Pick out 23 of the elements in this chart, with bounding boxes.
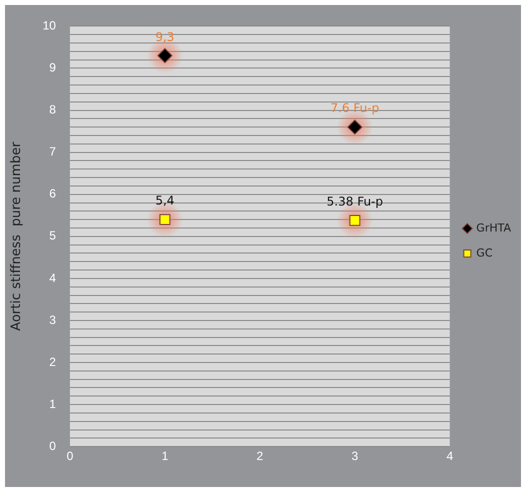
x-tick-label: 2 xyxy=(256,449,264,464)
y-tick-label: 9 xyxy=(49,60,56,75)
x-tick-label: 0 xyxy=(66,449,74,464)
data-label: 5,4 xyxy=(155,194,174,208)
y-tick-label: 1 xyxy=(49,396,56,411)
y-tick-label: 8 xyxy=(49,102,56,117)
legend-label: GrHTA xyxy=(476,221,512,234)
data-label: 5.38 Fu-p xyxy=(326,194,384,209)
data-label: 7.6 Fu-p xyxy=(330,101,380,116)
y-axis-title: Aortic stiffness pure number xyxy=(9,141,24,331)
y-tick-label: 0 xyxy=(49,438,56,453)
legend-label: GC xyxy=(476,246,493,260)
y-tick-label: 2 xyxy=(49,354,56,369)
y-tick-label: 4 xyxy=(49,270,56,285)
x-tick-label: 4 xyxy=(446,449,454,464)
x-tick-label: 1 xyxy=(162,449,169,464)
y-tick-label: 6 xyxy=(49,186,56,201)
data-label: 9,3 xyxy=(155,30,174,44)
y-tick-label: 7 xyxy=(49,144,56,159)
x-tick-label: 3 xyxy=(351,449,358,464)
y-tick-label: 3 xyxy=(49,312,56,327)
y-tick-label: 10 xyxy=(42,18,56,33)
y-tick-label: 5 xyxy=(49,228,56,243)
